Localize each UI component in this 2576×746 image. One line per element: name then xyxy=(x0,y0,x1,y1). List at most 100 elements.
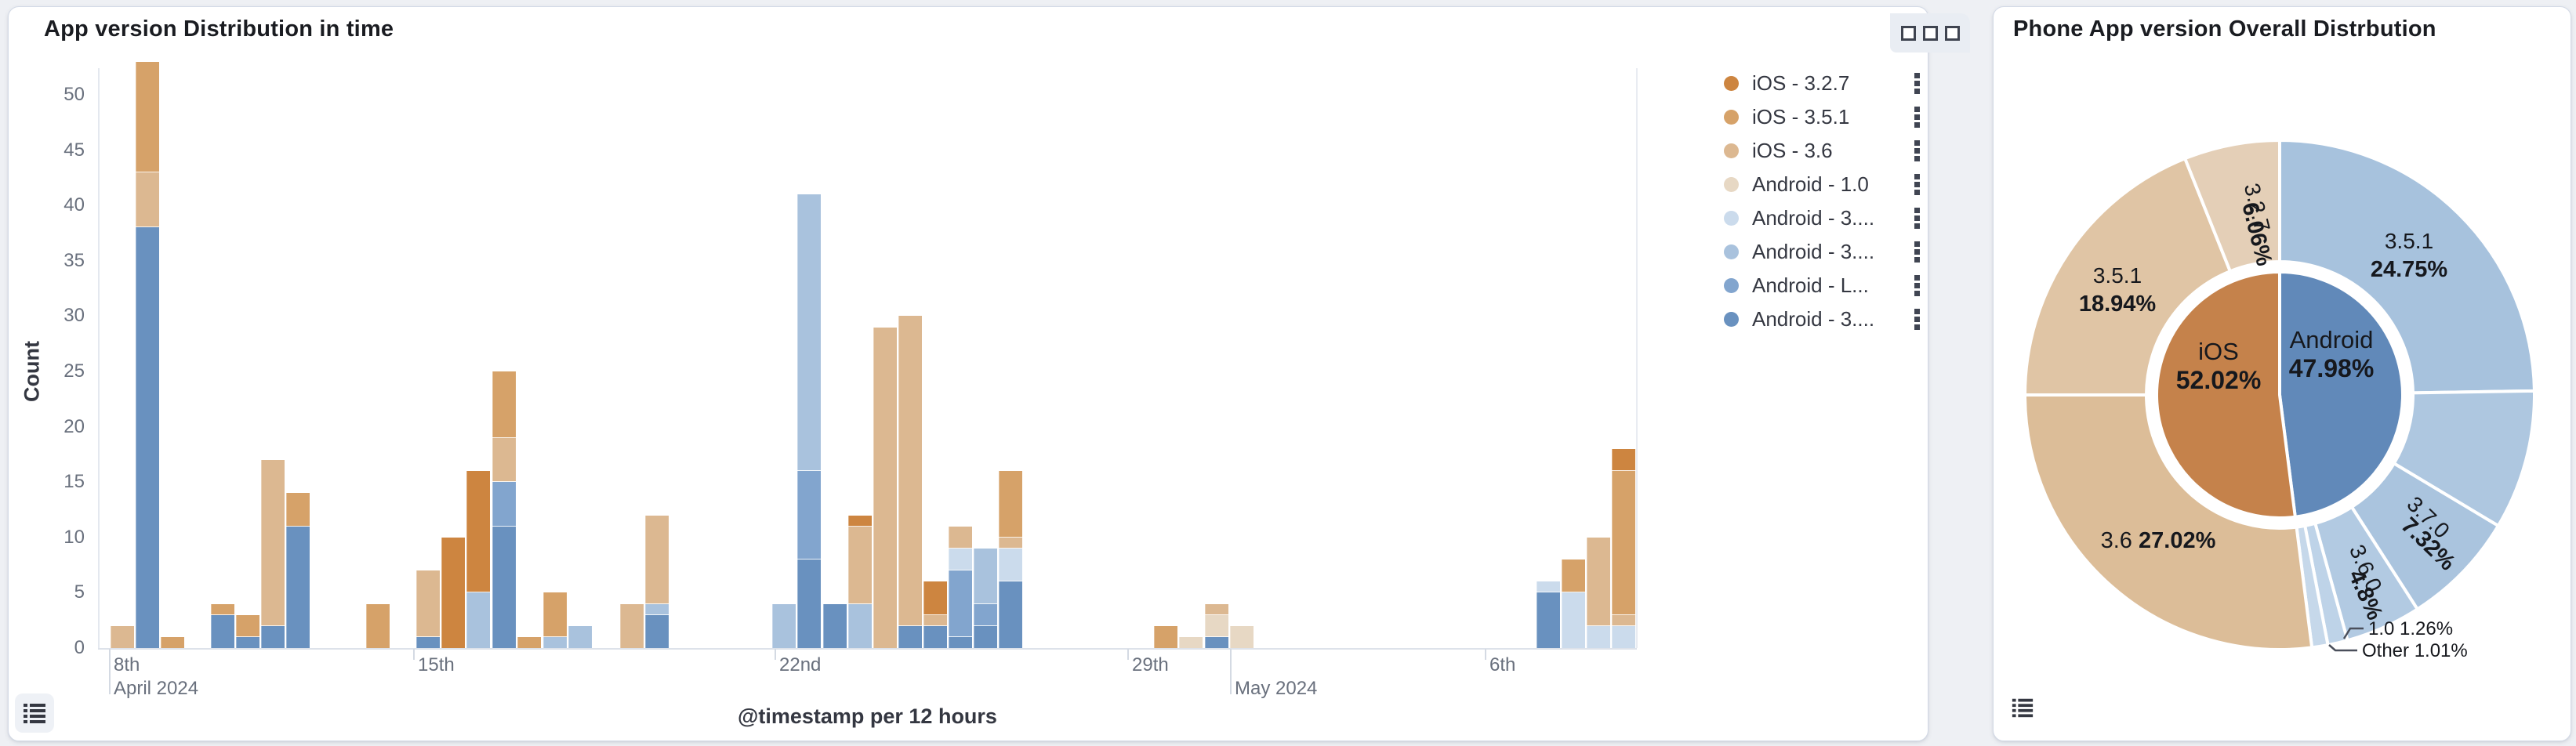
legend-item-and_10[interactable]: Android - 1.0 xyxy=(1724,168,1920,201)
bar[interactable] xyxy=(923,581,947,648)
pie-slice-android[interactable] xyxy=(2278,270,2405,519)
bar-segment-and_pale[interactable] xyxy=(949,548,972,571)
bar-segment-and_dark[interactable] xyxy=(236,636,259,648)
bar-segment-and_med[interactable] xyxy=(492,482,516,527)
bar-segment-ios_327[interactable] xyxy=(923,581,947,615)
bar[interactable] xyxy=(823,603,847,648)
panel-options-button[interactable] xyxy=(1890,13,1970,53)
bar-segment-and_light[interactable] xyxy=(974,548,997,604)
bar[interactable] xyxy=(797,194,821,648)
bar[interactable] xyxy=(492,371,516,648)
bar-segment-and_dark[interactable] xyxy=(211,614,234,648)
bar-segment-and_light[interactable] xyxy=(772,603,796,648)
bar-segment-ios_36[interactable] xyxy=(261,459,285,626)
bar-segment-ios_36[interactable] xyxy=(1612,614,1635,626)
vertical-dots-icon[interactable] xyxy=(1914,174,1920,195)
bar-segment-and_dark[interactable] xyxy=(823,603,847,648)
legend-item-and_pale[interactable]: Android - 3.... xyxy=(1724,201,1920,235)
bar[interactable] xyxy=(366,603,390,648)
bar-segment-ios_351[interactable] xyxy=(161,636,184,648)
bar[interactable] xyxy=(136,61,159,648)
bar[interactable] xyxy=(974,548,997,648)
legend-item-ios_351[interactable]: iOS - 3.5.1 xyxy=(1724,100,1920,134)
bar-segment-and_dark[interactable] xyxy=(645,614,669,648)
bar-segment-and_dark[interactable] xyxy=(923,625,947,648)
bar[interactable] xyxy=(772,603,796,648)
bar-segment-and_dark[interactable] xyxy=(1205,636,1228,648)
bar[interactable] xyxy=(261,459,285,648)
bar[interactable] xyxy=(161,636,184,648)
bar[interactable] xyxy=(111,625,134,648)
bar-segment-and_dark[interactable] xyxy=(492,526,516,648)
legend-item-label[interactable]: Android - L... xyxy=(1752,273,1869,297)
bar-segment-and_med[interactable] xyxy=(974,603,997,626)
bar-segment-and_light[interactable] xyxy=(543,636,567,648)
legend-item-label[interactable]: iOS - 3.6 xyxy=(1752,139,1833,162)
bar-segment-ios_36[interactable] xyxy=(111,625,134,648)
bar-segment-and_dark[interactable] xyxy=(949,636,972,648)
legend-item-label[interactable]: Android - 3.... xyxy=(1752,206,1875,230)
vertical-dots-icon[interactable] xyxy=(1914,309,1920,330)
bar-segment-and_light[interactable] xyxy=(645,603,669,615)
bar-segment-ios_36[interactable] xyxy=(492,437,516,483)
bar-segment-and_light[interactable] xyxy=(568,625,592,648)
bar-segment-ios_36[interactable] xyxy=(620,603,644,648)
bar-segment-ios_36[interactable] xyxy=(873,327,897,648)
bar[interactable] xyxy=(236,614,259,648)
vertical-dots-icon[interactable] xyxy=(1914,140,1920,161)
bar[interactable] xyxy=(1562,560,1585,648)
bar-segment-and_dark[interactable] xyxy=(416,636,440,648)
bar-segment-and_med[interactable] xyxy=(949,570,972,637)
bar-segment-ios_36[interactable] xyxy=(136,172,159,228)
bar-segment-and_dark[interactable] xyxy=(1537,592,1560,648)
legend-item-label[interactable]: Android - 3.... xyxy=(1752,240,1875,263)
bar-segment-ios_351[interactable] xyxy=(517,636,541,648)
legend-item-ios_36[interactable]: iOS - 3.6 xyxy=(1724,134,1920,168)
bar-segment-ios_351[interactable] xyxy=(1154,625,1177,648)
bar-segment-ios_36[interactable] xyxy=(999,537,1022,549)
bar[interactable] xyxy=(848,515,872,648)
bar-segment-and_dark[interactable] xyxy=(999,581,1022,648)
bar[interactable] xyxy=(568,625,592,648)
bar-segment-ios_36[interactable] xyxy=(923,614,947,626)
bar-segment-and_pale[interactable] xyxy=(999,548,1022,582)
pie-segment-ios-3.5.1[interactable] xyxy=(2023,157,2232,397)
bar-segment-ios_351[interactable] xyxy=(136,61,159,172)
bar[interactable] xyxy=(286,493,310,648)
pie-segment-ios-3.6[interactable] xyxy=(2023,393,2314,651)
bar-segment-and_dark[interactable] xyxy=(286,526,310,648)
vertical-dots-icon[interactable] xyxy=(1914,275,1920,296)
bar-segment-and_pale[interactable] xyxy=(1612,625,1635,648)
bar[interactable] xyxy=(1612,448,1635,648)
bar-segment-and_light[interactable] xyxy=(466,592,490,648)
bar[interactable] xyxy=(645,515,669,648)
bar-segment-ios_36[interactable] xyxy=(1205,603,1228,615)
bar[interactable] xyxy=(999,471,1022,648)
bar-segment-ios_36[interactable] xyxy=(848,526,872,604)
bar-segment-ios_327[interactable] xyxy=(466,471,490,593)
vertical-dots-icon[interactable] xyxy=(1914,241,1920,263)
bar-segment-ios_351[interactable] xyxy=(999,471,1022,538)
bar-segment-ios_36[interactable] xyxy=(416,570,440,637)
bar-segment-ios_351[interactable] xyxy=(1562,560,1585,593)
bar-segment-and_dark[interactable] xyxy=(974,625,997,648)
bar-segment-and_dark[interactable] xyxy=(898,625,922,648)
bar-segment-and_10[interactable] xyxy=(1230,625,1254,648)
bar-segment-ios_327[interactable] xyxy=(441,537,465,648)
bar[interactable] xyxy=(898,316,922,648)
legend-item-label[interactable]: Android - 3.... xyxy=(1752,307,1875,331)
bar-segment-and_10[interactable] xyxy=(1179,636,1203,648)
bar-segment-and_pale[interactable] xyxy=(1537,581,1560,593)
legend-item-label[interactable]: Android - 1.0 xyxy=(1752,172,1869,196)
bar-segment-and_dark[interactable] xyxy=(797,560,821,648)
bar-segment-ios_351[interactable] xyxy=(211,603,234,615)
vertical-dots-icon[interactable] xyxy=(1914,208,1920,229)
legend-toggle-button[interactable] xyxy=(15,693,54,733)
bar-segment-ios_327[interactable] xyxy=(848,515,872,527)
bar[interactable] xyxy=(441,537,465,648)
bar-segment-ios_36[interactable] xyxy=(898,316,922,626)
bar-segment-ios_36[interactable] xyxy=(949,526,972,549)
bar[interactable] xyxy=(1230,625,1254,648)
pie-segment-ios-3.2.7[interactable] xyxy=(2183,139,2281,273)
bar-segment-ios_351[interactable] xyxy=(543,592,567,637)
